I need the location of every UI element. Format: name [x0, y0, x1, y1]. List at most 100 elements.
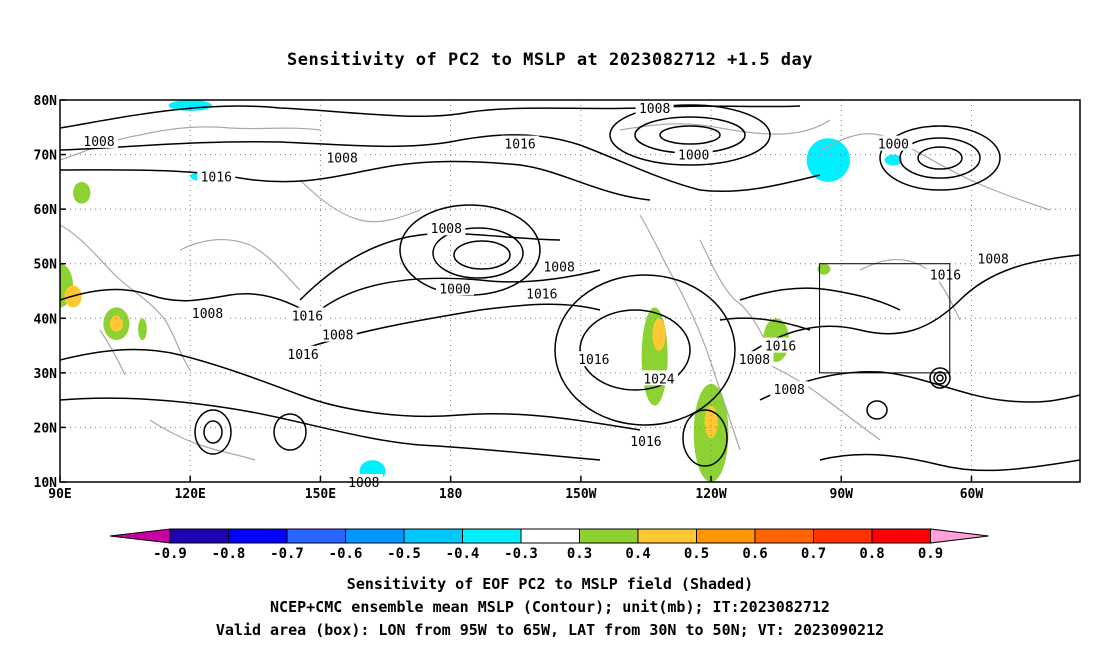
contour-label-bg	[674, 146, 713, 162]
caption-line-2: NCEP+CMC ensemble mean MSLP (Contour); u…	[270, 598, 830, 616]
contour-label-bg	[626, 433, 665, 449]
contour-label: 1016	[765, 340, 796, 355]
contour-label-bg	[735, 351, 774, 367]
contour-label-bg	[427, 220, 466, 236]
lat-tick-label: 20N	[34, 421, 58, 436]
contour-label: 1008	[739, 353, 770, 368]
colorbar-label: 0.5	[684, 546, 709, 562]
contour-label-bg	[974, 250, 1013, 266]
lat-tick-label: 10N	[34, 476, 58, 491]
contour-label-bg	[522, 285, 561, 301]
lat-tick-label: 50N	[34, 258, 58, 273]
sensitivity-patch	[652, 318, 666, 352]
colorbar-label: -0.4	[446, 546, 480, 562]
colorbar-label: 0.8	[859, 546, 884, 562]
contour-label: 1008	[326, 151, 357, 166]
colorbar-label: -0.7	[270, 546, 304, 562]
contour-label: 1016	[630, 435, 661, 450]
contour-label: 1008	[83, 135, 114, 150]
contour-label: 1000	[878, 138, 909, 153]
contour-label: 1024	[643, 372, 674, 387]
colorbar-label: 0.7	[801, 546, 826, 562]
contour-label-bg	[318, 326, 357, 342]
sensitivity-patch	[817, 263, 831, 275]
contour-label: 1016	[578, 353, 609, 368]
contour-label: 1008	[978, 252, 1009, 267]
lon-tick-label: 90W	[830, 487, 854, 502]
mslp-contours	[60, 104, 1080, 472]
contour-label-bg	[323, 149, 362, 165]
contour-label: 1008	[348, 476, 379, 491]
lon-tick-label: 120W	[695, 487, 726, 502]
contour-label-bg	[197, 168, 236, 184]
colorbar-label: 0.3	[567, 546, 592, 562]
lon-tick-label: 120E	[175, 487, 206, 502]
contour-label: 1016	[504, 138, 535, 153]
contour-label: 1016	[930, 269, 961, 284]
contour-label-bg	[874, 135, 913, 151]
colorbar-segment	[169, 528, 229, 544]
colorbar-segment	[286, 528, 346, 544]
lon-tick-label: 150W	[565, 487, 596, 502]
valid-area-box	[819, 263, 951, 374]
contour-label: 1008	[192, 307, 223, 322]
contour-label-bg	[770, 381, 809, 397]
colorbar: -0.9 -0.8 -0.7 -0.6 -0.5 -0.4 -0.3 0.3 0.4 0.5 0.6…	[109, 528, 989, 562]
contour-label-bg	[288, 307, 327, 323]
colorbar-segment	[520, 528, 580, 544]
colorbar-segment	[579, 528, 639, 544]
contour-label-bg	[639, 370, 678, 386]
sensitivity-patch	[884, 154, 903, 166]
colorbar-label: 0.9	[918, 546, 943, 562]
colorbar-high-arrow	[930, 528, 989, 544]
contour-label: 1016	[201, 170, 232, 185]
colorbar-label: -0.5	[387, 546, 421, 562]
lat-tick-label: 40N	[34, 312, 58, 327]
contour-label-bg	[80, 132, 119, 148]
sensitivity-patch	[704, 405, 718, 439]
colorbar-segment	[462, 528, 522, 544]
contour-label: 1008	[639, 102, 670, 117]
colorbar-label: 0.4	[625, 546, 650, 562]
colorbar-segment	[813, 528, 873, 544]
colorbar-segment	[754, 528, 814, 544]
lat-tick-label: 60N	[34, 203, 58, 218]
map-title: Sensitivity of PC2 to MSLP at 2023082712…	[286, 50, 813, 70]
contour-label-bg	[761, 337, 800, 353]
contour-label-bg	[435, 280, 474, 296]
colorbar-label: -0.3	[504, 546, 538, 562]
colorbar-segment	[345, 528, 405, 544]
contour-labels: 1008100810161008100010001016100810001008…	[80, 100, 1013, 491]
colorbar-label: 0.6	[742, 546, 767, 562]
lon-tick-label: 150E	[305, 487, 336, 502]
colorbar-label: -0.9	[153, 546, 187, 562]
caption-line-1: Sensitivity of EOF PC2 to MSLP field (Sh…	[346, 575, 754, 593]
contour-label: 1008	[543, 260, 574, 275]
plot-frame	[59, 99, 1081, 483]
lat-tick-label: 80N	[34, 94, 58, 109]
lon-tick-label: 60W	[960, 487, 984, 502]
lon-tick-label: 180	[439, 487, 463, 502]
lon-tick-label: 90E	[48, 487, 71, 502]
contour-label-bg	[284, 345, 323, 361]
contour-label-bg	[540, 258, 579, 274]
contour-label: 1016	[287, 348, 318, 363]
contour-label-bg	[501, 135, 540, 151]
caption-line-3: Valid area (box): LON from 95W to 65W, L…	[215, 621, 885, 639]
colorbar-segment	[228, 528, 288, 544]
contour-label: 1008	[431, 222, 462, 237]
contour-label: 1016	[292, 310, 323, 325]
colorbar-label: -0.6	[329, 546, 363, 562]
colorbar-segment	[403, 528, 463, 544]
contour-label-bg	[188, 304, 227, 320]
sensitivity-patch	[641, 307, 668, 406]
sensitivity-patch	[806, 138, 850, 182]
contour-label: 1008	[774, 383, 805, 398]
colorbar-segment	[696, 528, 756, 544]
colorbar-label: -0.8	[212, 546, 246, 562]
colorbar-segment	[871, 528, 931, 544]
colorbar-segment	[637, 528, 697, 544]
contour-label: 1000	[439, 282, 470, 297]
